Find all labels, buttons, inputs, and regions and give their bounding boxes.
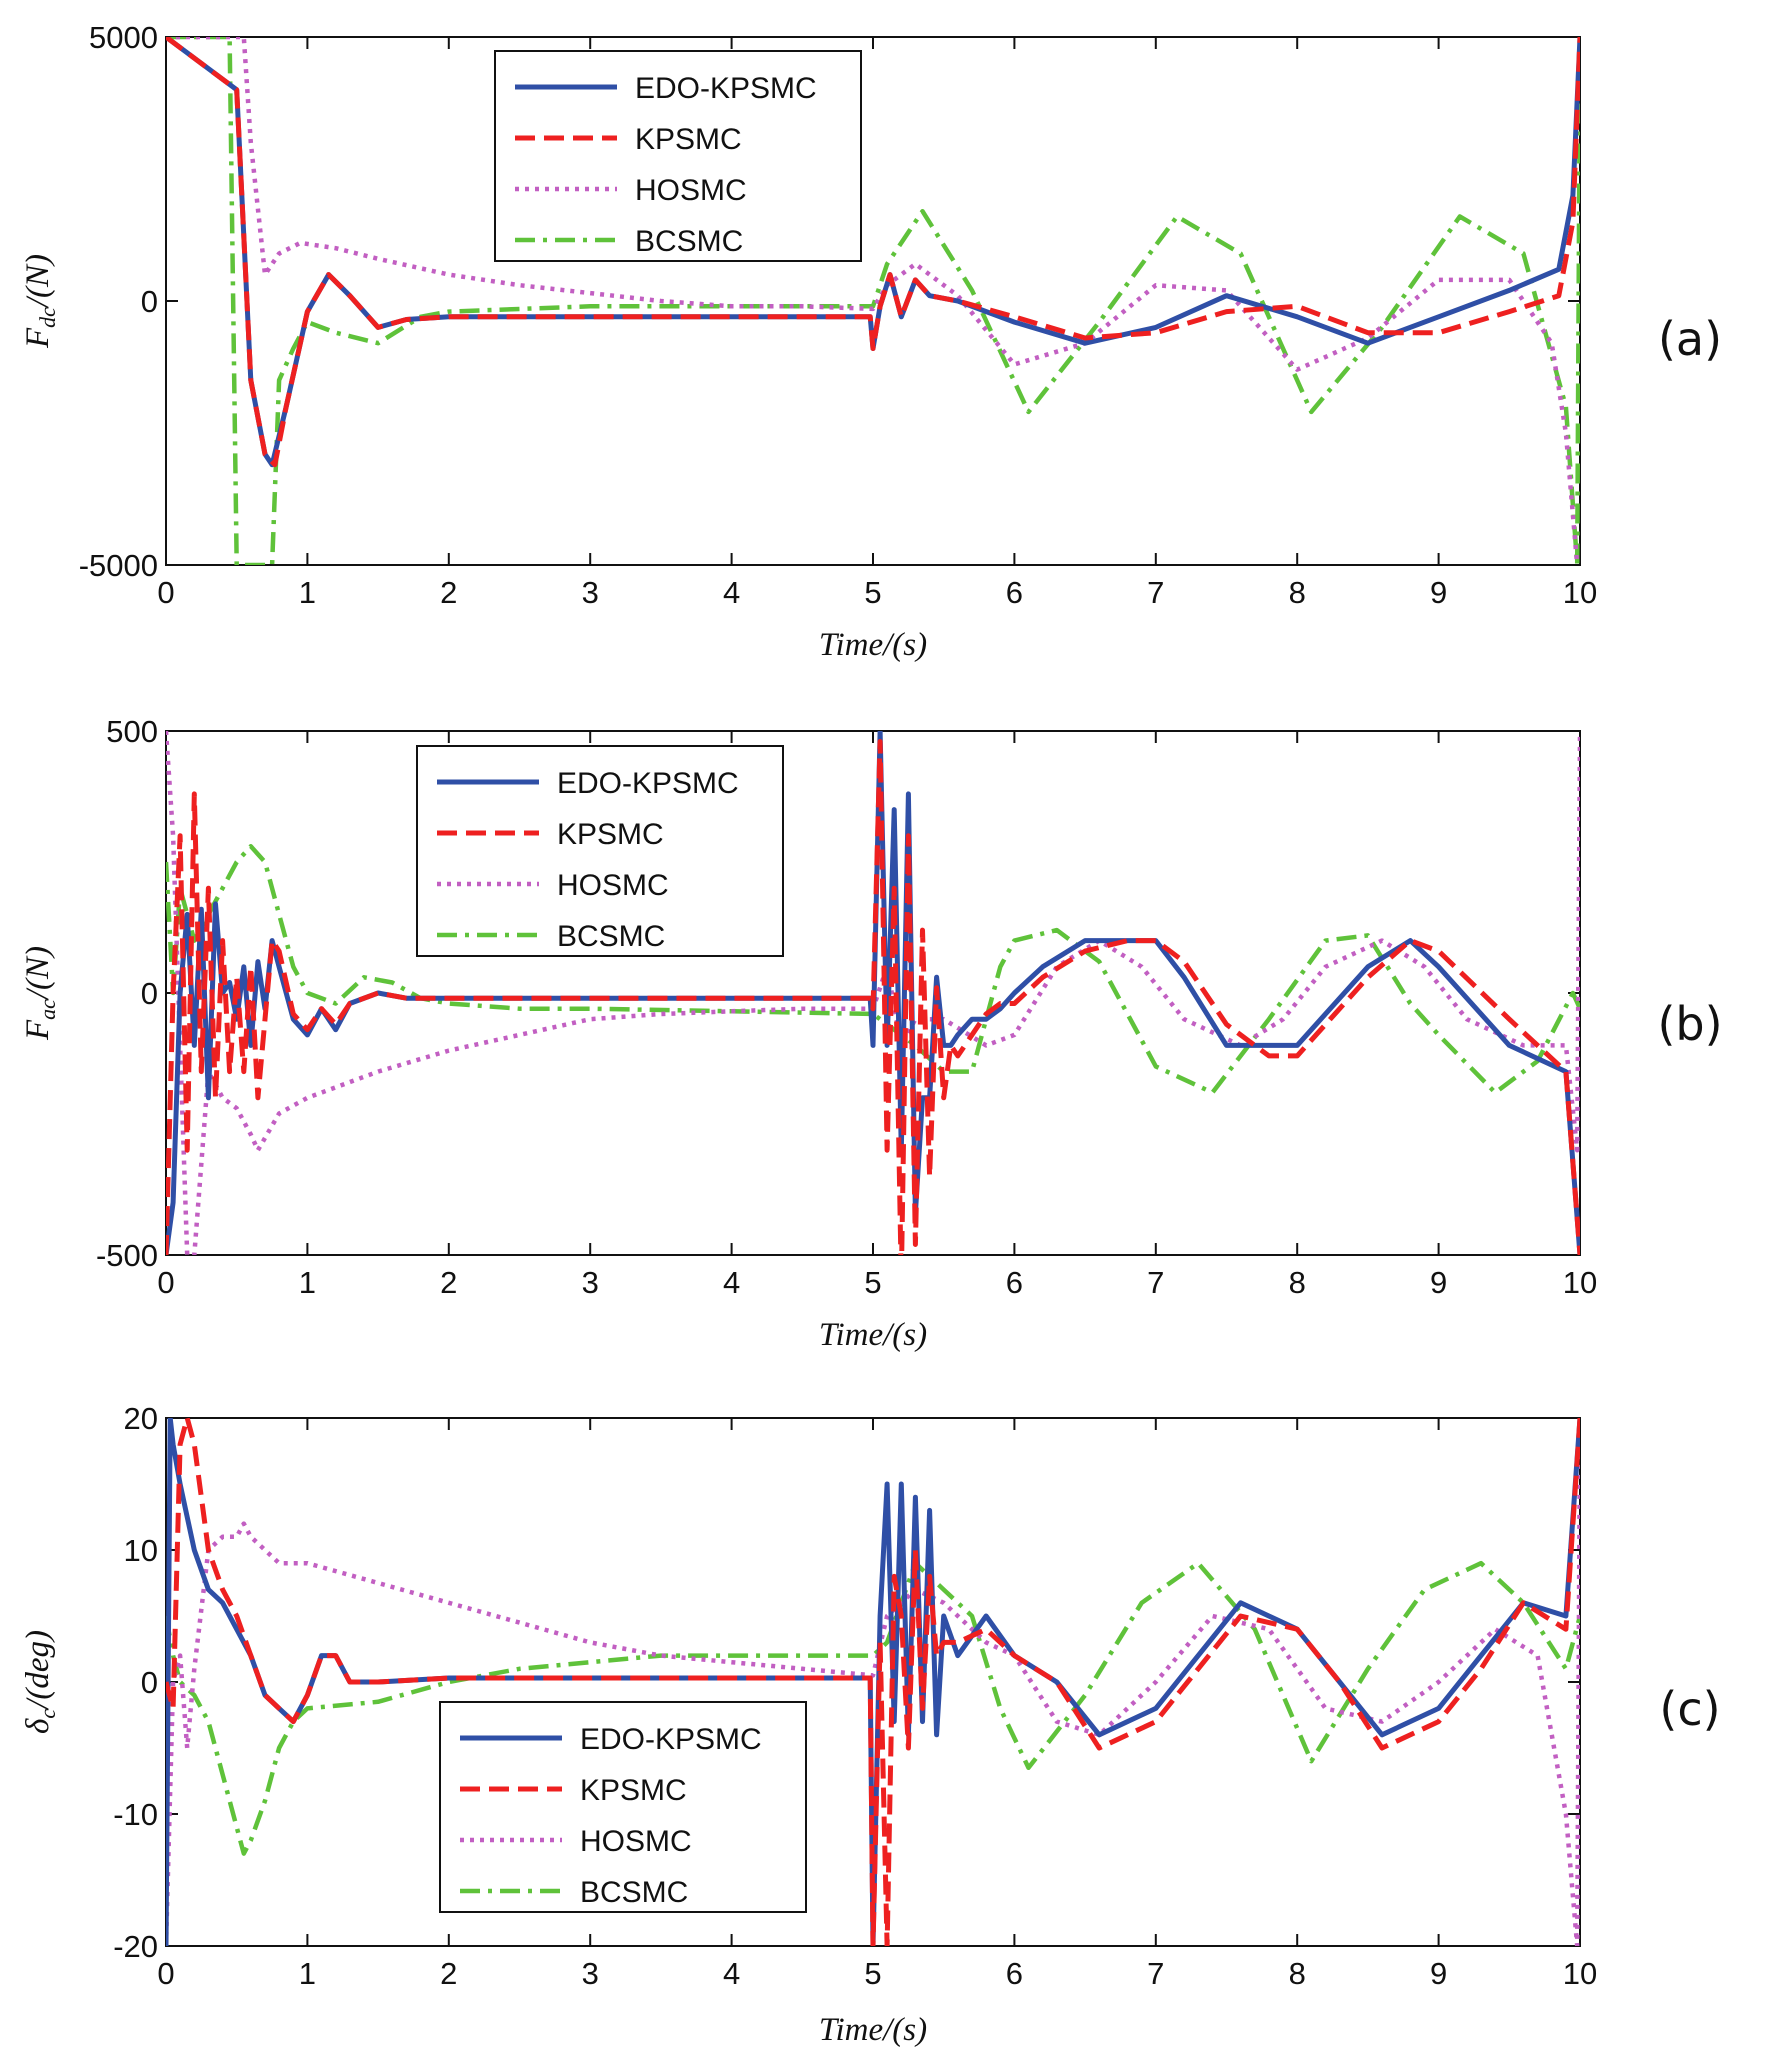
legend-items-b: EDO-KPSMC KPSMC HOSMC BCSMC [437,767,739,953]
x-tick-label: 8 [1289,575,1306,610]
panel-tag-b: (b) [1657,997,1722,1051]
legend-label-kpsmc: KPSMC [557,818,664,851]
x-tick-label: 3 [582,1956,599,1991]
x-tick-label: 6 [1006,575,1023,610]
x-tick-label: 2 [440,1956,457,1991]
legend-label-hosmc: HOSMC [557,869,669,902]
y-axis-label-sub-c: c [35,1709,60,1719]
legend-label-edo-kpsmc: EDO-KPSMC [557,767,739,800]
y-tick-label: 10 [124,1533,158,1568]
legend-items-c: EDO-KPSMC KPSMC HOSMC BCSMC [460,1723,762,1909]
x-tick-label: 7 [1147,1265,1164,1300]
legend-b: EDO-KPSMC KPSMC HOSMC BCSMC [416,745,784,957]
x-tick-label: 10 [1563,1956,1597,1991]
series-line-kpsmc [166,739,1580,1255]
y-axis-label-rest-c: /(deg) [20,1630,56,1711]
panel-tag-c: (c) [1659,1682,1720,1736]
y-axis-label-main-a: F [20,327,56,349]
y-axis-label-rest-b: /(N) [20,946,56,1001]
y-axis-label-sub-a: dc [35,307,60,328]
x-tick-label: 3 [582,575,599,610]
x-tick-label: 6 [1006,1265,1023,1300]
x-tick-label: 5 [864,1956,881,1991]
x-tick-label: 7 [1147,575,1164,610]
x-tick-label: 4 [723,575,740,610]
legend-label-kpsmc: KPSMC [580,1774,687,1807]
y-tick-label: 0 [141,976,158,1011]
x-tick-label: 0 [157,1956,174,1991]
legend-items-a: EDO-KPSMC KPSMC HOSMC BCSMC [515,72,817,258]
x-tick-label: 9 [1430,1265,1447,1300]
x-tick-label: 5 [864,575,881,610]
x-tick-label: 7 [1147,1956,1164,1991]
series-line-hosmc [166,37,1580,565]
y-tick-label: -20 [113,1929,158,1964]
x-tick-label: 5 [864,1265,881,1300]
panel-tag-a: (a) [1658,312,1722,366]
x-tick-label: 4 [723,1956,740,1991]
y-tick-label: 5000 [89,20,158,55]
y-tick-label: 0 [141,1665,158,1700]
legend-label-bcsmc: BCSMC [580,1876,688,1909]
y-tick-label: -5000 [79,548,158,583]
legend-label-edo-kpsmc: EDO-KPSMC [580,1723,762,1756]
series-line-bcsmc [166,1560,1580,1856]
legend-label-bcsmc: BCSMC [557,920,665,953]
series-group-a [166,37,1580,565]
x-axis-label-a: Time/(s) [819,627,927,663]
y-tick-label: -10 [113,1797,158,1832]
x-tick-label: 1 [299,575,316,610]
x-tick-label: 9 [1430,575,1447,610]
y-axis-label-sub-b: ac [35,999,60,1020]
x-tick-label: 2 [440,1265,457,1300]
panel-c: 0 1 2 3 4 5 6 7 8 9 10 -20 -10 0 10 20 Time/(s) δc/(deg… [20,1401,1721,2048]
series-line-bcsmc [166,844,1580,1095]
x-tick-label: 9 [1430,1956,1447,1991]
y-axis-label-main-c: δ [20,1718,56,1734]
legend-a: EDO-KPSMC KPSMC HOSMC BCSMC [494,50,862,262]
y-axis-label-c: δc/(deg) [20,1630,60,1734]
legend-label-edo-kpsmc: EDO-KPSMC [635,72,817,105]
x-tick-label: 4 [723,1265,740,1300]
x-tick-label: 3 [582,1265,599,1300]
x-axis-label-b: Time/(s) [819,1317,927,1353]
series-line-kpsmc [166,37,1580,468]
x-tick-label: 1 [299,1956,316,1991]
y-axis-label-main-b: F [20,1019,56,1041]
y-tick-label: 20 [124,1401,158,1436]
legend-label-bcsmc: BCSMC [635,225,743,258]
x-tick-label: 1 [299,1265,316,1300]
series-group-b [166,731,1580,1255]
x-tick-label: 2 [440,575,457,610]
series-line-kpsmc [166,1418,1580,1946]
x-tick-label: 8 [1289,1265,1306,1300]
y-axis-label-a: Fdc/(N) [20,254,60,349]
legend-label-kpsmc: KPSMC [635,123,742,156]
y-tick-label: 500 [106,714,158,749]
y-axis-label-rest-a: /(N) [20,254,56,309]
series-line-bcsmc [166,37,1580,565]
series-group-c [166,1418,1580,1946]
x-axis-label-c: Time/(s) [819,2012,927,2048]
y-tick-label: -500 [96,1238,158,1273]
x-tick-label: 10 [1563,1265,1597,1300]
series-line-edo-kpsmc [166,731,1580,1255]
series-line-hosmc [166,731,1580,1255]
x-tick-label: 10 [1563,575,1597,610]
legend-c: EDO-KPSMC KPSMC HOSMC BCSMC [439,1701,807,1913]
axis-ticks-c: 0 1 2 3 4 5 6 7 8 9 10 -20 -10 0 10 20 [113,1401,1597,1991]
y-tick-label: 0 [141,284,158,319]
legend-label-hosmc: HOSMC [635,174,747,207]
x-tick-label: 0 [157,1265,174,1300]
x-tick-label: 0 [157,575,174,610]
x-tick-label: 6 [1006,1956,1023,1991]
x-tick-label: 8 [1289,1956,1306,1991]
y-axis-label-b: Fac/(N) [20,946,60,1041]
legend-label-hosmc: HOSMC [580,1825,692,1858]
